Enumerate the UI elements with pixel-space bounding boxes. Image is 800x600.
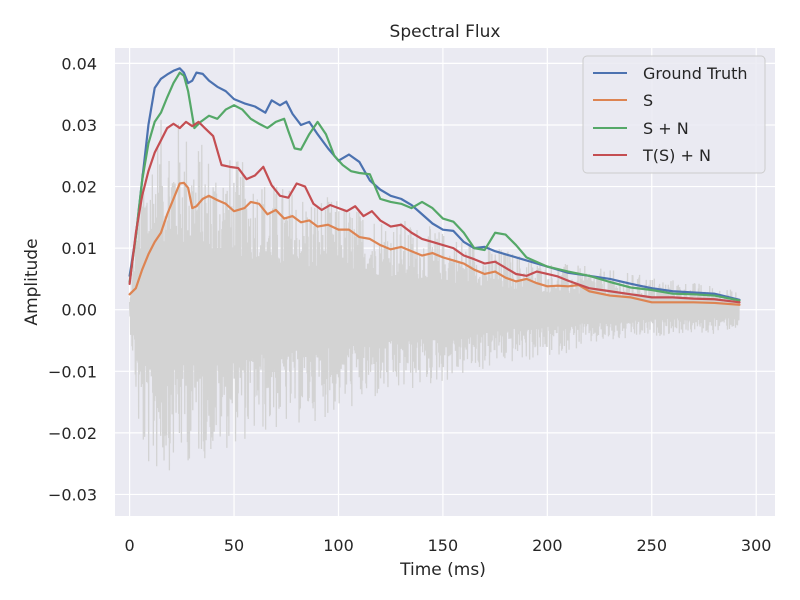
x-tick-label: 250 <box>636 536 667 555</box>
y-tick-labels: −0.03 −0.02 −0.01 0.00 0.01 0.02 0.03 0.04 <box>48 54 97 504</box>
legend-box <box>582 55 766 174</box>
x-tick-label: 150 <box>428 536 459 555</box>
x-axis-label: Time (ms) <box>399 560 486 580</box>
x-tick-label: 300 <box>741 536 772 555</box>
y-tick-label: −0.02 <box>48 424 97 443</box>
x-tick-label: 0 <box>125 536 135 555</box>
x-tick-labels: 0 50 100 150 200 250 300 <box>125 536 772 555</box>
legend-label-s-plus-n: S + N <box>643 119 689 138</box>
legend-label-ts-plus-n: T(S) + N <box>642 146 711 165</box>
series-line-s-n <box>128 71 741 302</box>
series-line-t-s-n <box>128 120 741 304</box>
y-tick-label: −0.01 <box>48 362 97 381</box>
legend-label-ground-truth: Ground Truth <box>643 64 748 83</box>
x-tick-label: 50 <box>224 536 244 555</box>
series-lines <box>128 67 741 306</box>
background-signal-trace <box>128 119 740 471</box>
x-tick-label: 200 <box>532 536 563 555</box>
x-tick-label: 100 <box>323 536 354 555</box>
series-line-s <box>128 181 741 306</box>
y-tick-label: 0.02 <box>61 178 97 197</box>
y-tick-label: 0.03 <box>61 116 97 135</box>
y-tick-label: 0.00 <box>61 301 97 320</box>
legend-label-s: S <box>643 91 653 110</box>
y-tick-label: 0.04 <box>61 54 97 73</box>
y-tick-label: 0.01 <box>61 239 97 258</box>
legend: Ground Truth S S + N T(S) + N <box>582 55 766 174</box>
y-tick-label: −0.03 <box>48 485 97 504</box>
y-axis-label: Amplitude <box>22 238 42 325</box>
chart-title: Spectral Flux <box>390 22 501 42</box>
background-signal <box>128 119 740 471</box>
